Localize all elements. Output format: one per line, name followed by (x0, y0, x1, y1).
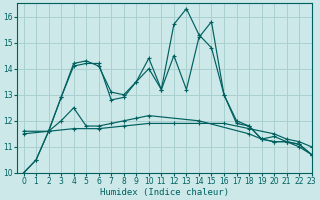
X-axis label: Humidex (Indice chaleur): Humidex (Indice chaleur) (100, 188, 229, 197)
